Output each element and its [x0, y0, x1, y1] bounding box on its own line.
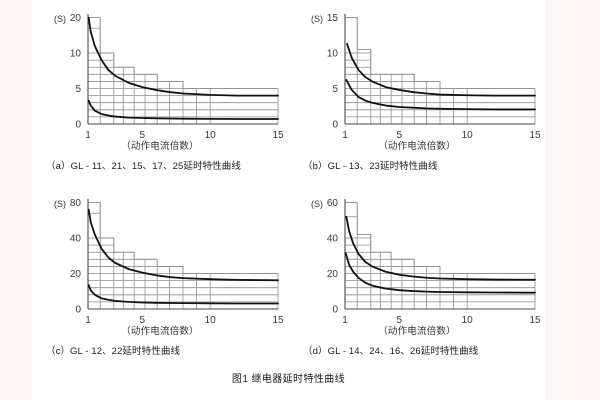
svg-text:20: 20 [327, 269, 339, 280]
svg-text:10: 10 [205, 315, 217, 326]
plot-area-c: 0 20 40 80 1 5 10 15 (S) [32, 185, 288, 327]
svg-text:5: 5 [397, 315, 403, 326]
svg-text:0: 0 [75, 120, 81, 131]
chart-panel-c: 0 20 40 80 1 5 10 15 (S) （动作电流倍数） （c）GL - 12、22延… [32, 185, 288, 369]
svg-text:15: 15 [529, 130, 541, 141]
svg-text:15: 15 [272, 315, 284, 326]
chart-panel-b: 0 5 10 15 1 5 10 15 (S) （动作电流倍数） （b）GL - 13、23延时… [289, 0, 545, 184]
svg-text:15: 15 [327, 13, 339, 24]
plot-area-a: 0 5 10 20 1 5 10 15 (S) [32, 0, 288, 142]
panel-caption-c: （c）GL - 12、22延时特性曲线 [46, 346, 181, 357]
panel-grid: 0 5 10 20 1 5 10 15 (S) （动作电流倍数） （a）GL - 11、21、1… [32, 0, 545, 368]
svg-text:5: 5 [140, 130, 146, 141]
svg-text:10: 10 [327, 49, 339, 60]
svg-text:10: 10 [462, 130, 474, 141]
svg-text:0: 0 [332, 120, 338, 131]
svg-text:5: 5 [140, 315, 146, 326]
panel-caption-a: （a）GL - 11、21、15、17、25延时特性曲线 [46, 161, 241, 172]
svg-text:10: 10 [205, 130, 217, 141]
svg-text:5: 5 [75, 84, 81, 95]
panel-caption-b: （b）GL - 13、23延时特性曲线 [303, 161, 438, 172]
svg-text:60: 60 [327, 198, 339, 209]
svg-text:0: 0 [75, 305, 81, 316]
svg-text:(S): (S) [311, 199, 323, 209]
svg-text:(S): (S) [311, 14, 323, 24]
chart-panel-a: 0 5 10 20 1 5 10 15 (S) （动作电流倍数） （a）GL - 11、21、1… [32, 0, 288, 184]
svg-text:20: 20 [70, 269, 82, 280]
svg-text:1: 1 [85, 130, 91, 141]
svg-text:10: 10 [462, 315, 474, 326]
x-axis-caption-c: （动作电流倍数） [121, 326, 199, 337]
svg-text:0: 0 [332, 305, 338, 316]
svg-text:(S): (S) [54, 14, 66, 24]
svg-text:40: 40 [327, 234, 339, 245]
svg-text:15: 15 [272, 130, 284, 141]
svg-text:10: 10 [70, 49, 82, 60]
figure-sheet: 0 5 10 20 1 5 10 15 (S) （动作电流倍数） （a）GL - 11、21、1… [32, 0, 545, 400]
x-axis-caption-d: （动作电流倍数） [378, 326, 456, 337]
plot-area-b: 0 5 10 15 1 5 10 15 (S) [289, 0, 545, 142]
x-axis-caption-b: （动作电流倍数） [378, 141, 456, 152]
panel-caption-d: （d）GL - 14、24、16、26延时特性曲线 [303, 346, 479, 357]
chart-panel-d: 0 20 40 60 1 5 10 15 (S) （动作电流倍数） （d）GL - 14、24、… [289, 185, 545, 369]
svg-text:5: 5 [397, 130, 403, 141]
svg-text:1: 1 [85, 315, 91, 326]
plot-area-d: 0 20 40 60 1 5 10 15 (S) [289, 185, 545, 327]
svg-text:15: 15 [529, 315, 541, 326]
svg-text:1: 1 [342, 130, 348, 141]
svg-text:5: 5 [332, 84, 338, 95]
svg-text:80: 80 [70, 198, 82, 209]
svg-text:40: 40 [70, 234, 82, 245]
figure-caption: 图1 继电器延时特性曲线 [231, 374, 346, 385]
x-axis-caption-a: （动作电流倍数） [121, 141, 199, 152]
svg-text:(S): (S) [54, 199, 66, 209]
svg-text:1: 1 [342, 315, 348, 326]
svg-text:20: 20 [70, 13, 82, 24]
